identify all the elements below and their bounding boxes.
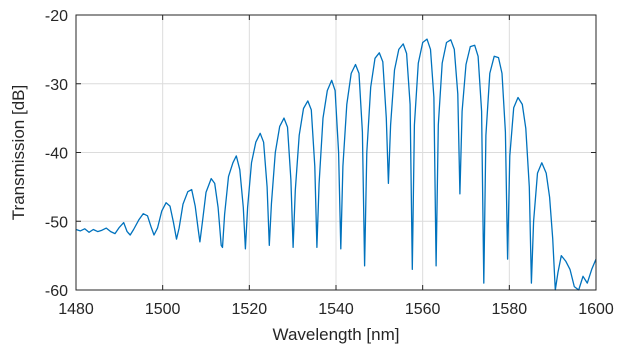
x-tick-label: 1560 <box>405 301 441 318</box>
series-line <box>75 38 597 291</box>
y-tick-label: -60 <box>45 283 68 300</box>
y-tick-label: -20 <box>45 8 68 25</box>
x-tick-label: 1500 <box>145 301 181 318</box>
ticks: 1480 1500 1520 1540 1560 1580 1600 -20 -30 -40 -50… <box>45 8 614 318</box>
y-tick-label: -30 <box>45 77 68 94</box>
series-layer <box>75 38 597 291</box>
y-tick-label: -50 <box>45 214 68 231</box>
x-tick-label: 1580 <box>492 301 528 318</box>
x-tick-label: 1520 <box>232 301 268 318</box>
grid <box>75 14 597 291</box>
y-axis-label: Transmission [dB] <box>9 85 28 220</box>
x-tick-label: 1540 <box>318 301 354 318</box>
x-tick-label: 1600 <box>578 301 614 318</box>
y-tick-label: -40 <box>45 146 68 163</box>
x-axis-label: Wavelength [nm] <box>273 325 400 344</box>
x-tick-label: 1480 <box>58 301 94 318</box>
